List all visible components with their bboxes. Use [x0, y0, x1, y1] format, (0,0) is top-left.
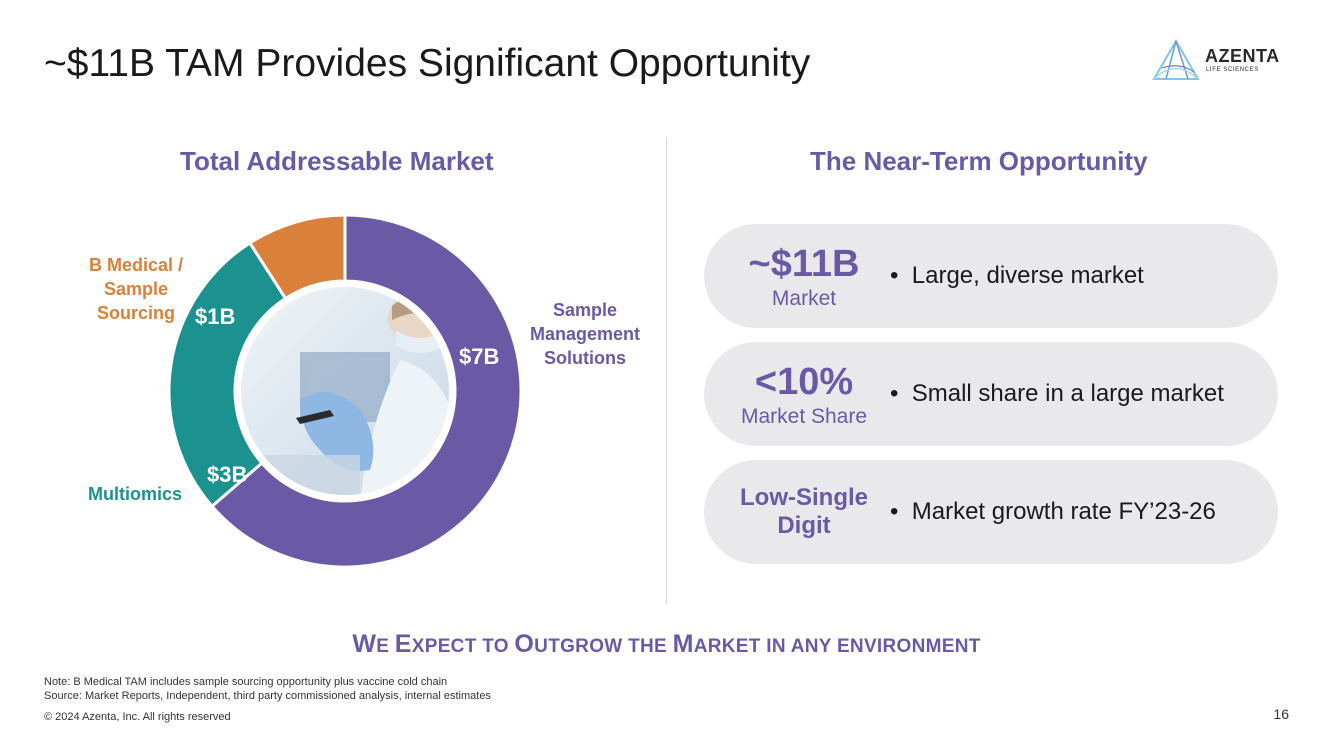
footnote: Note: B Medical TAM includes sample sour… [44, 676, 448, 688]
metric-block: Low-Single Digit [704, 484, 904, 540]
tagline-part: E [376, 636, 395, 657]
tagline-part: M [672, 630, 694, 658]
metric-value-line1: Low-Single [740, 484, 868, 511]
column-divider [666, 138, 667, 604]
value-label-multiomics: $3B [207, 462, 248, 487]
metric-caption: Market Share [740, 405, 868, 428]
tagline-part: E [394, 630, 412, 658]
company-logo: AZENTA LIFE SCIENCES [1150, 38, 1300, 88]
category-label-line: B Medical / [88, 255, 184, 275]
category-label-line: Management [529, 324, 641, 344]
metric-value: <10% [754, 361, 854, 403]
metric-value: ~$11B [748, 243, 860, 285]
tagline-part: W [352, 630, 377, 658]
azenta-logo-icon [1152, 39, 1200, 80]
category-label-line: Sourcing [96, 303, 175, 323]
category-label-line: Sample [103, 279, 169, 299]
donut-svg [167, 213, 523, 569]
metric-value-line2: Digit [777, 512, 831, 539]
opportunity-growth: Low-Single Digit • Market growth rate FY… [704, 460, 1278, 564]
value-label-sample-management: $7B [459, 344, 500, 369]
copyright: © 2024 Azenta, Inc. All rights reserved [44, 711, 231, 723]
logo-subtitle: LIFE SCIENCES [1206, 67, 1259, 73]
opportunity-bullet: • Small share in a large market [890, 380, 1224, 407]
tagline: WE EXPECT TO OUTGROW THE MARKET IN ANY E… [0, 630, 1333, 659]
category-label-b-medical: B Medical / Sample Sourcing [74, 253, 198, 325]
opportunity-bullet: • Large, diverse market [890, 262, 1144, 289]
logo-name: AZENTA [1205, 46, 1280, 66]
value-label-b-medical: $1B [195, 304, 236, 329]
page-number: 16 [1273, 706, 1289, 722]
tagline-part: UTGROW THE [534, 636, 673, 657]
metric-block: ~$11B Market [704, 242, 904, 312]
category-label-line: Sample [552, 300, 618, 320]
category-label-sample-management: Sample Management Solutions [516, 298, 654, 370]
opportunity-market: ~$11B Market • Large, diverse market [704, 224, 1278, 328]
tagline-part: O [514, 630, 535, 658]
page-title: ~$11B TAM Provides Significant Opportuni… [44, 42, 811, 85]
tagline-part: XPECT TO [411, 636, 515, 657]
opportunity-bullet: • Market growth rate FY’23-26 [890, 498, 1216, 525]
bullet-text: Large, diverse market [911, 262, 1144, 289]
category-label-multiomics: Multiomics [78, 482, 192, 506]
tagline-part: ARKET IN ANY ENVIRONMENT [693, 636, 981, 657]
source-note: Source: Market Reports, Independent, thi… [44, 690, 491, 702]
metric-caption: Market [771, 287, 837, 310]
tam-heading: Total Addressable Market [180, 146, 494, 176]
bullet-text: Small share in a large market [911, 380, 1224, 407]
category-label-line: Multiomics [87, 484, 182, 504]
metric-block: <10% Market Share [704, 360, 904, 430]
near-term-heading: The Near-Term Opportunity [810, 146, 1148, 176]
bullet-text: Market growth rate FY’23-26 [911, 498, 1216, 525]
opportunity-share: <10% Market Share • Small share in a lar… [704, 342, 1278, 446]
category-label-line: Solutions [544, 348, 626, 368]
tam-donut-chart: Sample Management Solutions Multiomics B… [0, 0, 666, 600]
